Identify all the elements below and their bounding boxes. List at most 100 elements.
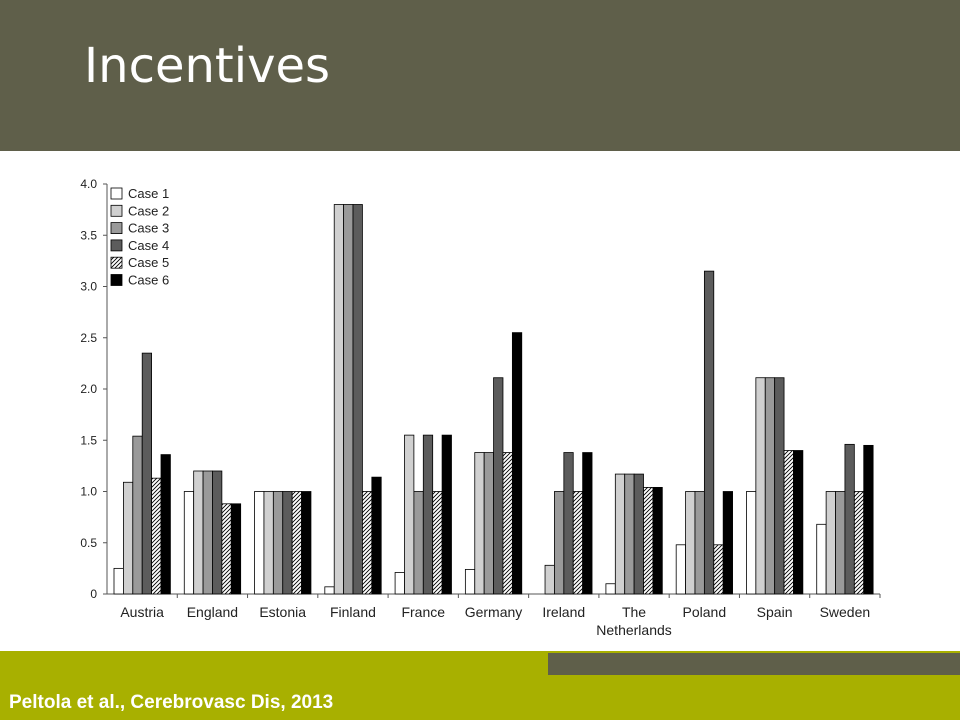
y-tick-label: 3.5	[80, 228, 97, 242]
chart-bars	[113, 204, 874, 595]
bar-case-6	[230, 503, 242, 595]
bar-case-5	[643, 486, 654, 595]
bar-case-6	[793, 450, 804, 595]
bar-case-5	[572, 491, 584, 595]
bar-case-4	[352, 204, 363, 595]
bar-case-4	[703, 270, 715, 595]
bar-case-4	[633, 473, 644, 595]
bar-case-4	[563, 452, 574, 595]
legend-swatch	[110, 239, 123, 252]
bar-case-3	[764, 377, 776, 595]
bar-case-1	[816, 523, 827, 595]
y-tick-label: 1.5	[80, 433, 97, 447]
bar-case-1	[324, 586, 335, 595]
bar-case-2	[333, 204, 345, 595]
x-tick-label: The	[622, 604, 646, 620]
legend-label: Case 4	[128, 238, 169, 253]
bar-case-4	[774, 377, 785, 595]
bar-case-1	[464, 568, 476, 595]
chart-legend: Case 1 Case 2 Case 3 Case 4 Case 5 Case 6	[110, 186, 169, 288]
y-tick-label: 1.0	[80, 485, 97, 499]
bar-case-3	[413, 491, 424, 595]
bar-case-4	[282, 491, 293, 595]
bar-case-1	[254, 491, 265, 595]
bar-case-5	[713, 544, 724, 595]
bar-case-3	[835, 491, 846, 595]
bar-case-5	[432, 491, 443, 595]
slide-title: Incentives	[84, 38, 331, 94]
bar-case-5	[291, 491, 302, 595]
legend-label: Case 6	[128, 273, 169, 288]
bar-case-6	[371, 476, 382, 595]
legend-swatch	[110, 274, 123, 286]
bar-case-1	[183, 491, 195, 595]
bar-case-6	[582, 452, 593, 595]
x-tick-label: Poland	[683, 604, 727, 620]
bar-case-4	[493, 377, 504, 595]
x-tick-label: France	[401, 604, 445, 620]
bar-case-4	[212, 470, 223, 595]
x-tick-label: Ireland	[542, 604, 585, 620]
bar-case-6	[160, 454, 171, 595]
bar-case-2	[474, 452, 485, 595]
legend-label: Case 5	[128, 255, 169, 270]
y-tick-label: 0.5	[80, 536, 97, 550]
bar-case-5	[221, 503, 232, 595]
x-tick-label: Sweden	[820, 604, 871, 620]
bar-case-3	[343, 204, 354, 595]
x-tick-label: Estonia	[259, 604, 306, 620]
bar-case-3	[554, 491, 565, 595]
y-tick-label: 2.0	[80, 382, 97, 396]
bar-case-2	[825, 491, 836, 595]
bar-case-5	[362, 491, 373, 595]
bar-case-5	[502, 452, 513, 595]
bar-case-1	[675, 544, 686, 595]
x-tick-label: Germany	[465, 604, 523, 620]
bar-case-2	[544, 564, 555, 595]
bar-case-2	[123, 481, 134, 595]
bar-case-6	[301, 491, 312, 595]
bar-case-4	[844, 443, 855, 595]
bar-case-5	[783, 450, 794, 595]
bar-case-3	[202, 470, 213, 595]
chart-labels: 0 0.5 1.0 1.5 2.0 2.5 3.0 3.5 4.0 Austria England E…	[80, 177, 870, 638]
bar-case-6	[441, 434, 452, 595]
y-tick-label: 2.5	[80, 331, 97, 345]
bar-case-5	[853, 491, 865, 595]
bar-case-1	[746, 491, 757, 595]
bar-case-5	[151, 477, 162, 595]
x-tick-label: Spain	[757, 604, 793, 620]
legend-swatch	[110, 204, 123, 217]
legend-label: Case 1	[128, 186, 169, 201]
footer-accent-bar	[548, 653, 960, 675]
bar-case-3	[483, 452, 494, 595]
citation: Peltola et al., Cerebrovasc Dis, 2013	[9, 692, 334, 713]
legend-label: Case 3	[128, 221, 169, 236]
bar-chart: 0 0.5 1.0 1.5 2.0 2.5 3.0 3.5 4.0 Austria England E…	[80, 177, 881, 638]
bar-case-6	[511, 332, 523, 595]
bar-case-2	[755, 377, 766, 595]
bar-case-3	[694, 491, 705, 595]
bar-case-2	[685, 491, 696, 595]
bar-case-1	[605, 583, 616, 595]
bar-case-2	[193, 470, 204, 595]
y-tick-label: 4.0	[80, 177, 97, 191]
legend-swatch	[110, 222, 123, 234]
bar-case-4	[422, 434, 434, 595]
bar-case-3	[624, 473, 635, 595]
bar-case-3	[132, 435, 143, 595]
bar-case-2	[614, 473, 626, 595]
y-tick-label: 3.0	[80, 280, 97, 294]
bar-case-6	[652, 486, 663, 595]
y-tick-label: 0	[90, 587, 97, 601]
bar-case-6	[863, 444, 874, 595]
bar-case-6	[722, 491, 733, 595]
bar-case-1	[394, 572, 405, 595]
legend-label: Case 2	[128, 203, 169, 218]
bar-case-4	[141, 352, 152, 595]
x-tick-label: England	[187, 604, 238, 620]
bar-case-2	[404, 434, 415, 595]
x-tick-label: Finland	[330, 604, 376, 620]
legend-swatch	[110, 256, 123, 269]
slide-header: Incentives	[0, 0, 960, 151]
